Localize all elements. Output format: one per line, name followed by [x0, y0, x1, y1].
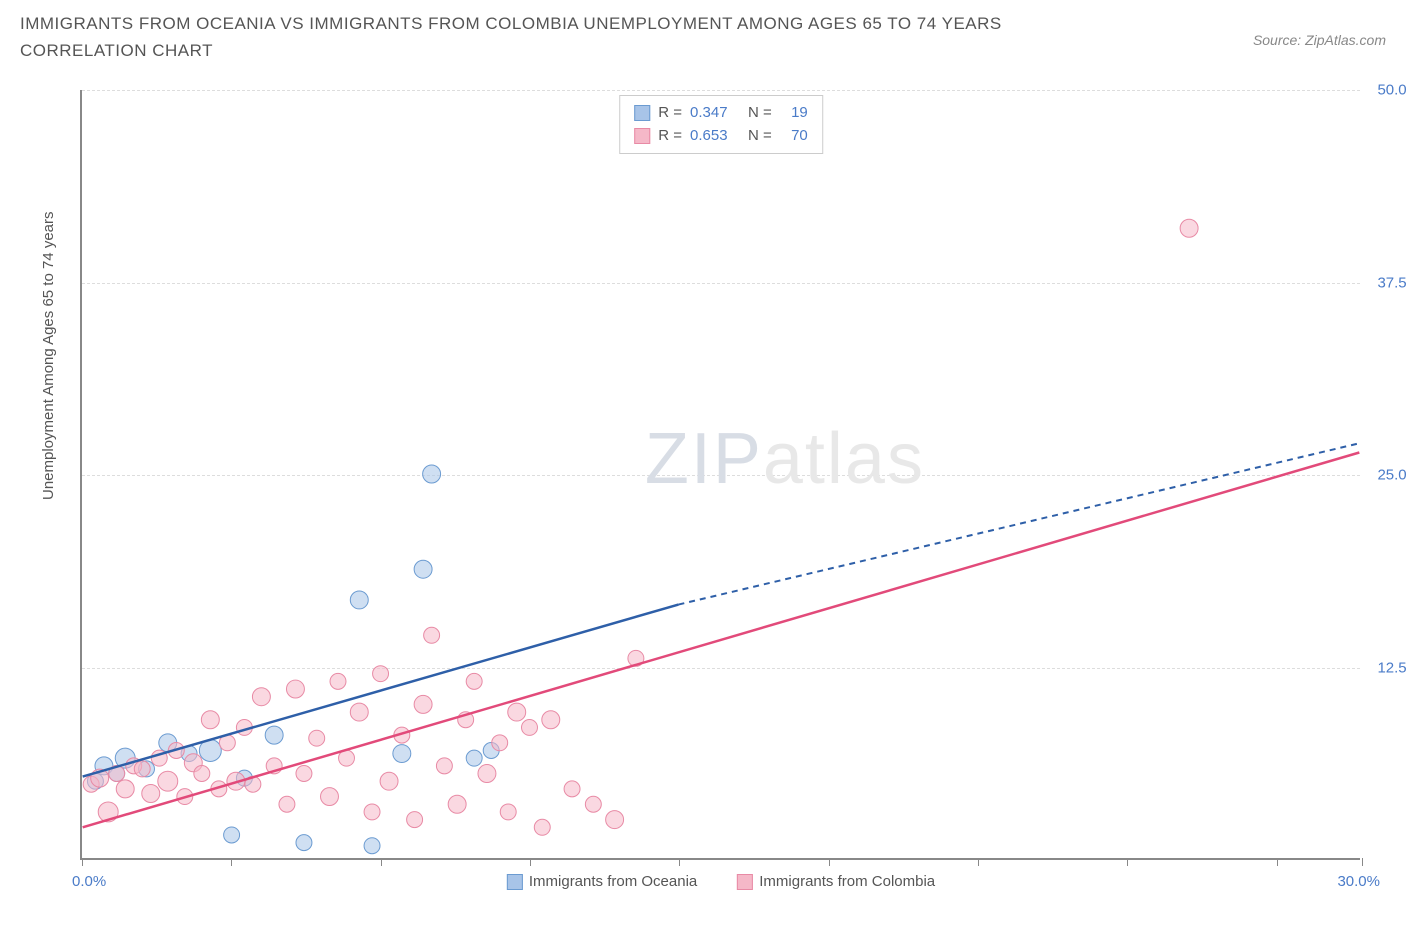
- x-legend-item: Immigrants from Colombia: [737, 873, 935, 890]
- scatter-point: [423, 465, 441, 483]
- trend-line: [83, 605, 679, 777]
- x-axis-max-label: 30.0%: [1337, 873, 1380, 890]
- series-swatch: [634, 128, 650, 144]
- scatter-point: [279, 796, 295, 812]
- legend-swatch: [737, 874, 753, 890]
- scatter-point: [296, 766, 312, 782]
- x-tick: [679, 858, 680, 866]
- scatter-point: [414, 560, 432, 578]
- scatter-point: [1180, 219, 1198, 237]
- plot-area: ZIPatlas R =0.347 N =19 R =0.653 N =70 0…: [80, 90, 1360, 860]
- scatter-point: [542, 711, 560, 729]
- trend-line: [83, 452, 1360, 827]
- scatter-point: [466, 750, 482, 766]
- chart-container: Unemployment Among Ages 65 to 74 years Z…: [50, 80, 1370, 910]
- y-axis-label: Unemployment Among Ages 65 to 74 years: [40, 211, 57, 500]
- x-tick: [530, 858, 531, 866]
- scatter-point: [201, 711, 219, 729]
- scatter-point: [142, 785, 160, 803]
- stats-row: R =0.653 N =70: [634, 125, 808, 148]
- x-tick: [1277, 858, 1278, 866]
- scatter-plot-svg: [82, 90, 1360, 858]
- scatter-point: [309, 730, 325, 746]
- scatter-point: [330, 673, 346, 689]
- trend-line-dash: [678, 443, 1359, 604]
- scatter-point: [508, 703, 526, 721]
- scatter-point: [585, 796, 601, 812]
- scatter-point: [373, 666, 389, 682]
- stats-row: R =0.347 N =19: [634, 102, 808, 125]
- y-tick-label: 37.5%: [1377, 274, 1406, 291]
- scatter-point: [265, 726, 283, 744]
- x-axis-legend: Immigrants from Oceania Immigrants from C…: [507, 873, 935, 890]
- series-swatch: [634, 105, 650, 121]
- scatter-point: [606, 811, 624, 829]
- scatter-point: [134, 761, 150, 777]
- scatter-point: [194, 766, 210, 782]
- legend-swatch: [507, 874, 523, 890]
- scatter-point: [414, 695, 432, 713]
- scatter-point: [478, 765, 496, 783]
- legend-label: Immigrants from Oceania: [529, 873, 697, 890]
- scatter-point: [424, 627, 440, 643]
- scatter-point: [321, 788, 339, 806]
- scatter-point: [116, 780, 134, 798]
- scatter-point: [500, 804, 516, 820]
- legend-label: Immigrants from Colombia: [759, 873, 935, 890]
- scatter-point: [407, 812, 423, 828]
- scatter-point: [492, 735, 508, 751]
- scatter-point: [252, 688, 270, 706]
- scatter-point: [296, 835, 312, 851]
- chart-title: IMMIGRANTS FROM OCEANIA VS IMMIGRANTS FR…: [20, 10, 1120, 64]
- scatter-point: [224, 827, 240, 843]
- stats-legend-box: R =0.347 N =19 R =0.653 N =70: [619, 95, 823, 154]
- x-tick: [978, 858, 979, 866]
- x-tick: [381, 858, 382, 866]
- y-tick-label: 50.0%: [1377, 82, 1406, 99]
- scatter-point: [466, 673, 482, 689]
- source-attribution: Source: ZipAtlas.com: [1253, 32, 1386, 48]
- scatter-point: [534, 819, 550, 835]
- scatter-point: [380, 772, 398, 790]
- x-tick: [1127, 858, 1128, 866]
- scatter-point: [364, 838, 380, 854]
- scatter-point: [364, 804, 380, 820]
- scatter-point: [448, 795, 466, 813]
- x-legend-item: Immigrants from Oceania: [507, 873, 697, 890]
- scatter-point: [393, 745, 411, 763]
- x-tick: [231, 858, 232, 866]
- scatter-point: [564, 781, 580, 797]
- scatter-point: [350, 703, 368, 721]
- x-tick: [82, 858, 83, 866]
- scatter-point: [522, 719, 538, 735]
- x-axis-min-label: 0.0%: [72, 873, 106, 890]
- scatter-point: [158, 771, 178, 791]
- y-tick-label: 12.5%: [1377, 659, 1406, 676]
- y-tick-label: 25.0%: [1377, 467, 1406, 484]
- x-tick: [829, 858, 830, 866]
- x-tick: [1362, 858, 1363, 866]
- scatter-point: [350, 591, 368, 609]
- scatter-point: [436, 758, 452, 774]
- scatter-point: [286, 680, 304, 698]
